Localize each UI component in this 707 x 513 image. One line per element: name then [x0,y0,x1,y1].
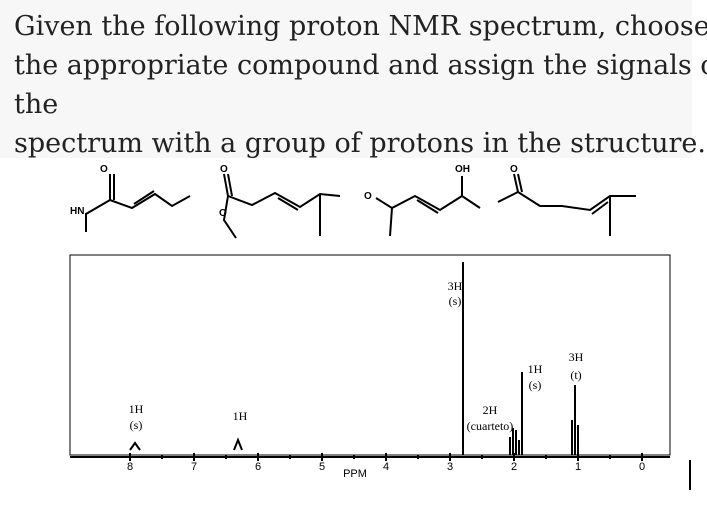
atom-label: HN [70,206,84,217]
peak-multiplicity: (s) [529,378,542,392]
atom-label: O [100,164,108,175]
atom-label: OH [455,164,470,175]
peak-integration: 2H [483,403,498,417]
atom-label: O [364,191,372,202]
tick-label: 6 [255,461,261,473]
tick-label: 2 [511,461,517,473]
tick-label: 7 [191,461,197,473]
peak [129,441,141,451]
tick-label: 1 [575,461,581,473]
structures: O HN O O O OH O [70,164,636,239]
question-line: Given the following proton NMR spectrum,… [14,11,707,42]
tick-label: 5 [319,461,325,473]
peak-multiplicity: (t) [570,368,581,382]
atom-label: O [510,164,518,175]
atom-label: O [219,208,227,219]
peak-multiplicity: (cuarteto) [467,419,514,433]
question-line: the appropriate compound and assign the … [14,50,707,81]
spectrum-frame [69,254,671,456]
tick-label: 3 [447,461,453,473]
atom-label: O [220,164,228,175]
peak-multiplicity: (s) [449,294,462,308]
peak-integration: 3H [448,279,463,293]
question-line: the [14,89,58,120]
peak [233,437,243,451]
tick-label: 4 [383,461,389,473]
axis-label: PPM [343,468,367,480]
peak-multiplicity: (s) [130,418,143,432]
spectrum: PPM 8 7 6 5 4 3 2 1 0 3H (s) 1H (s) 1H 2H (cuart… [69,254,671,480]
peak-integration: 1H [233,409,248,423]
tick-label: 8 [127,461,133,473]
question-line: spectrum with a group of protons in the … [14,128,706,159]
peak-integration: 1H [129,402,144,416]
peak-integration: 3H [569,350,584,364]
tick-label: 0 [639,461,645,473]
peak-integration: 1H [528,362,543,376]
question-bg [0,0,692,158]
